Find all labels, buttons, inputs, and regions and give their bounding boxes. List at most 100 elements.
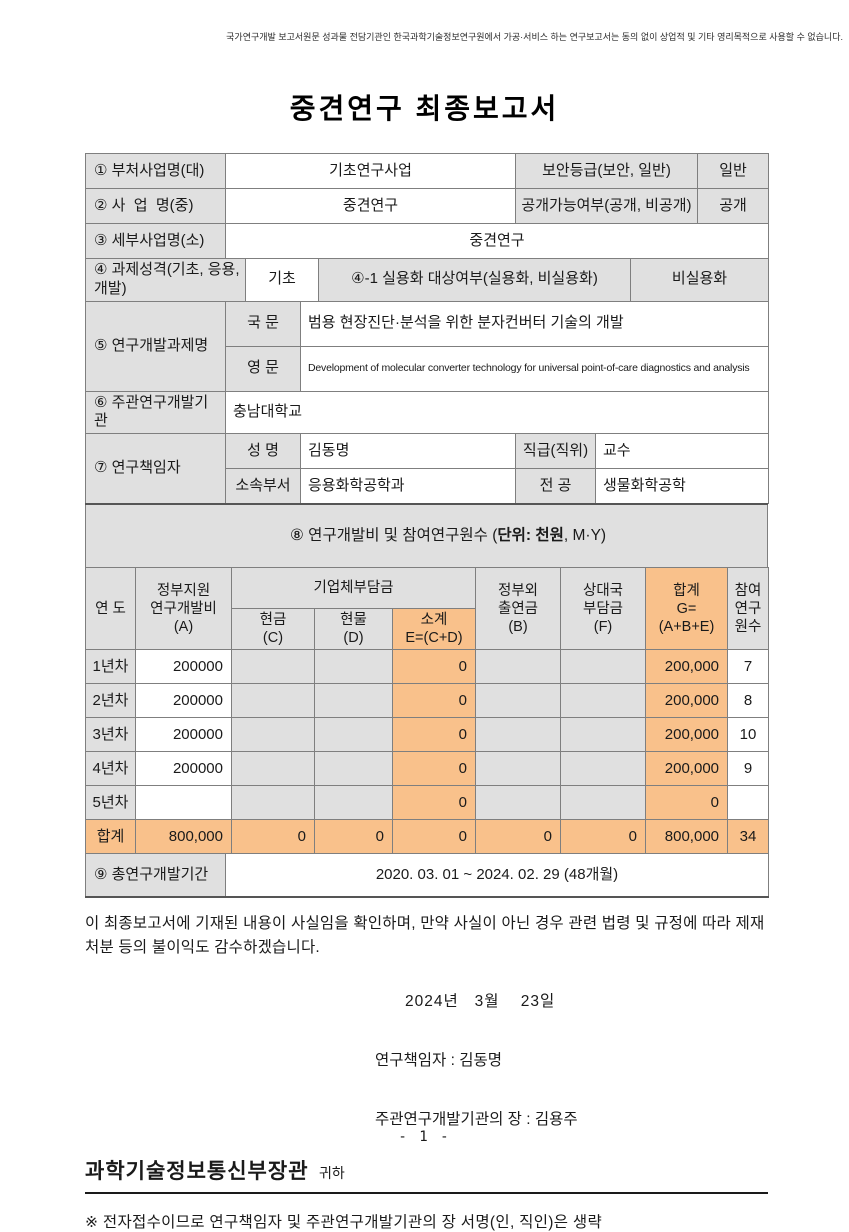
budget-gov-value: 200000 <box>135 683 232 719</box>
field-label-commercialization: ④-1 실용화 대상여부(실용화, 비실용화) <box>318 258 631 302</box>
budget-cash-value <box>231 649 315 685</box>
budget-header-subtotal: 소계 E=(C+D) <box>391 608 477 651</box>
institution-head-signature-line: 주관연구개발기관의 장 : 김용주 <box>375 1110 578 1128</box>
table-row: 영 문 Development of molecular converter t… <box>86 345 769 392</box>
budget-gov-value: 200000 <box>135 649 232 685</box>
table-row: ② 사 업 명(중) 중견연구 공개가능여부(공개, 비공개) 공개 <box>85 188 769 224</box>
budget-nongov-value <box>475 717 562 753</box>
budget-year-label: 3년차 <box>85 717 136 753</box>
field-value-pi-major: 생물화학공학 <box>595 468 769 504</box>
budget-inkind-value <box>314 683 393 719</box>
info-table-period: ⑨ 총연구개발기간 2020. 03. 01 ~ 2024. 02. 29 (4… <box>85 853 769 899</box>
pi-signature-line: 연구책임자 : 김동명 <box>375 1051 502 1069</box>
copyright-disclaimer: 국가연구개발 보고서원문 성과물 전담기관인 한국과학기술정보연구원에서 가공·… <box>226 32 843 42</box>
budget-grand-total: 800,000 <box>645 819 729 855</box>
table-row: ③ 세부사업명(소) 중견연구 <box>85 223 769 259</box>
budget-row-year4: 4년차 200000 0 200,000 9 <box>85 751 770 787</box>
field-label-pi-name: 성 명 <box>225 433 301 469</box>
budget-partner-value <box>560 683 647 719</box>
addressee-row: 과학기술정보통신부장관 귀하 <box>85 1155 768 1194</box>
field-value-commercialization: 비실용화 <box>630 258 769 302</box>
budget-partner-total: 0 <box>560 819 647 855</box>
budget-header-nongov-fund: 정부외 출연금 (B) <box>475 567 562 651</box>
budget-header-total: 합계 G=(A+B+E) <box>645 567 729 651</box>
budget-subtotal-value: 0 <box>391 683 477 719</box>
budget-inkind-total: 0 <box>314 819 393 855</box>
budget-gov-value <box>135 785 232 821</box>
budget-cash-value <box>231 785 315 821</box>
budget-gov-value: 200000 <box>135 717 232 753</box>
table-row: ① 부처사업명(대) 기초연구사업 보안등급(보안, 일반) 일반 <box>85 153 769 189</box>
field-value-korean-title: 범용 현장진단·분석을 위한 분자컨버터 기술의 개발 <box>300 300 769 347</box>
budget-header-company-share: 기업체부담금 <box>230 567 477 610</box>
budget-inkind-value <box>314 751 393 787</box>
budget-total-label: 합계 <box>85 819 136 855</box>
budget-nongov-value <box>475 785 562 821</box>
budget-header-row: 연 도 정부지원 연구개발비 (A) 기업체부담금 정부외 출연금 (B) 상대… <box>85 567 770 651</box>
budget-header-gov-fund: 정부지원 연구개발비 (A) <box>135 567 232 651</box>
budget-header-row: 현금 (C) 현물 (D) 소계 E=(C+D) <box>86 608 769 651</box>
budget-subtotal-value: 0 <box>391 649 477 685</box>
field-value-pi-department: 응용화학공학과 <box>300 468 516 504</box>
field-value-lead-institution: 충남대학교 <box>225 390 769 434</box>
field-label-program-name: ② 사 업 명(중) <box>85 188 226 224</box>
page-title: 중견연구 최종보고서 <box>289 93 560 124</box>
budget-row-total: 합계 800,000 0 0 0 0 0 800,000 34 <box>85 819 770 855</box>
budget-nongov-value <box>475 649 562 685</box>
field-value-total-period: 2020. 03. 01 ~ 2024. 02. 29 (48개월) <box>225 853 769 899</box>
field-label-korean-title: 국 문 <box>225 300 301 347</box>
electronic-submission-note: ※ 전자접수이므로 연구책임자 및 주관연구개발기관의 장 서명(인, 직인)은… <box>85 1213 603 1231</box>
field-label-pi-department: 소속부서 <box>225 468 301 504</box>
field-label-english-title: 영 문 <box>225 345 301 392</box>
budget-title-unit: 단위: 천원 <box>497 527 564 545</box>
budget-partner-value <box>560 785 647 821</box>
field-label-project-title: ⑤ 연구개발과제명 <box>85 300 226 392</box>
field-label-ministry-program: ① 부처사업명(대) <box>85 153 226 189</box>
budget-header-inkind: 현물 (D) <box>314 608 393 651</box>
field-label-lead-institution: ⑥ 주관연구개발기관 <box>85 390 226 434</box>
budget-researchers-value: 7 <box>727 649 770 685</box>
field-value-pi-name: 김동명 <box>300 433 516 469</box>
budget-total-value: 200,000 <box>645 751 729 787</box>
budget-subtotal-value: 0 <box>391 717 477 753</box>
budget-nongov-value <box>475 751 562 787</box>
budget-subtotal-value: 0 <box>391 785 477 821</box>
budget-row-year1: 1년차 200000 0 200,000 7 <box>85 649 770 685</box>
budget-total-value: 200,000 <box>645 649 729 685</box>
field-value-program-name: 중견연구 <box>225 188 516 224</box>
minister-title: 과학기술정보통신부장관 <box>85 1159 309 1183</box>
budget-header-cash: 현금 (C) <box>231 608 315 651</box>
budget-gov-value: 200000 <box>135 751 232 787</box>
table-row: 소속부서 응용화학공학과 전 공 생물화학공학 <box>86 468 769 504</box>
honorific-label: 귀하 <box>318 1164 345 1181</box>
info-table-project-type: ④ 과제성격(기초, 응용, 개발) 기초 ④-1 실용화 대상여부(실용화, … <box>85 258 769 302</box>
field-label-subprogram: ③ 세부사업명(소) <box>85 223 226 259</box>
budget-section-title: ⑧ 연구개발비 및 참여연구원수 (단위: 천원, M·Y) <box>85 503 768 569</box>
field-value-pi-rank: 교수 <box>595 433 769 469</box>
table-row: ⑥ 주관연구개발기관 충남대학교 <box>85 390 769 434</box>
field-value-ministry-program: 기초연구사업 <box>225 153 516 189</box>
budget-researchers-value: 10 <box>727 717 770 753</box>
budget-subtotal-value: 0 <box>391 751 477 787</box>
budget-total-value: 200,000 <box>645 717 729 753</box>
table-row: ⑦ 연구책임자 성 명 김동명 직급(직위) 교수 <box>85 433 769 504</box>
budget-year-label: 2년차 <box>85 683 136 719</box>
budget-partner-value <box>560 649 647 685</box>
table-row: ④ 과제성격(기초, 응용, 개발) 기초 ④-1 실용화 대상여부(실용화, … <box>85 258 769 302</box>
field-label-disclosure: 공개가능여부(공개, 비공개) <box>515 188 698 224</box>
budget-title-prefix: ⑧ 연구개발비 및 참여연구원수 ( <box>289 527 498 545</box>
budget-gov-total: 800,000 <box>135 819 232 855</box>
report-form: ① 부처사업명(대) 기초연구사업 보안등급(보안, 일반) 일반 ② 사 업 … <box>85 153 770 899</box>
signature-block: 2024년 3월 23일 연구책임자 : 김동명 주관연구개발기관의 장 : 김… <box>85 989 768 1129</box>
budget-title-suffix: , M·Y) <box>563 527 607 545</box>
budget-researchers-value <box>727 785 770 821</box>
budget-cash-total: 0 <box>231 819 315 855</box>
budget-inkind-value <box>314 717 393 753</box>
table-row: ⑨ 총연구개발기간 2020. 03. 01 ~ 2024. 02. 29 (4… <box>85 853 769 899</box>
field-label-pi-rank: 직급(직위) <box>515 433 596 469</box>
budget-row-year5: 5년차 0 0 <box>85 785 770 821</box>
info-table-pi: ⑦ 연구책임자 성 명 김동명 직급(직위) 교수 소속부서 응용화학공학과 전… <box>85 433 769 504</box>
field-value-security-grade: 일반 <box>697 153 769 189</box>
budget-inkind-value <box>314 649 393 685</box>
field-label-pi-major: 전 공 <box>515 468 596 504</box>
